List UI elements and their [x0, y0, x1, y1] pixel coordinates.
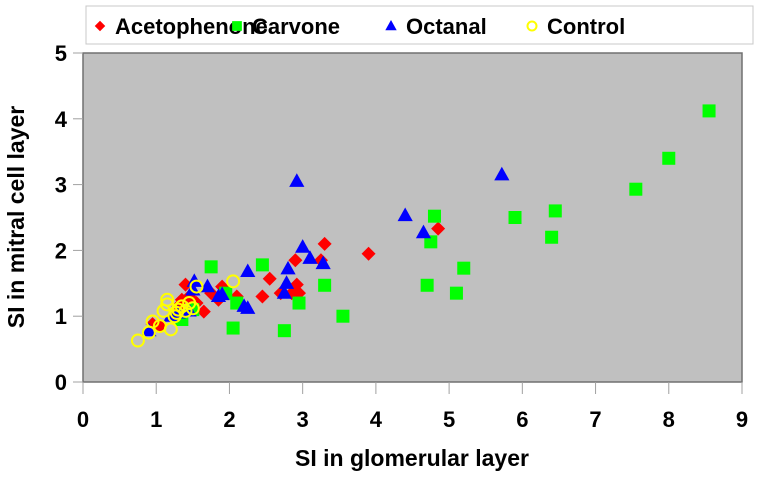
square-marker — [424, 235, 438, 249]
diamond-marker — [178, 277, 193, 292]
triangle-marker — [240, 300, 256, 314]
circle-marker — [163, 322, 178, 337]
y-tick-label: 4 — [55, 107, 68, 132]
circle-marker — [160, 297, 175, 312]
legend-item-control: Control — [526, 14, 625, 39]
square-marker — [232, 21, 242, 31]
legend-label: Acetophenone — [115, 14, 268, 39]
triangle-marker — [315, 255, 331, 270]
x-axis: 0 1 2 3 4 5 6 7 8 9 — [77, 382, 748, 432]
y-tick-label: 3 — [55, 173, 67, 198]
diamond-marker — [152, 319, 167, 334]
square-marker — [545, 230, 559, 244]
diamond-marker — [262, 271, 277, 286]
square-marker — [457, 261, 471, 275]
square-marker — [277, 324, 291, 338]
x-tick-label: 6 — [516, 407, 528, 432]
triangle-marker — [385, 20, 397, 31]
diamond-marker — [196, 304, 211, 319]
circle-marker — [185, 301, 200, 316]
triangle-marker — [415, 224, 432, 239]
diamond-marker — [255, 289, 270, 304]
legend-label: Carvone — [252, 14, 340, 39]
x-tick-label: 7 — [589, 407, 601, 432]
series-octanal — [141, 166, 510, 337]
legend-item-carvone: Carvone — [232, 14, 340, 39]
triangle-marker — [240, 263, 256, 278]
y-tick-label: 1 — [55, 304, 67, 329]
y-tick-label: 5 — [55, 41, 67, 66]
diamond-marker — [361, 246, 376, 261]
triangle-marker — [280, 260, 296, 275]
square-marker — [292, 296, 306, 310]
square-marker — [427, 209, 441, 223]
triangle-marker — [199, 278, 216, 293]
square-marker — [548, 204, 562, 218]
diamond-marker — [317, 236, 332, 251]
circle-marker — [189, 279, 204, 294]
x-tick-label: 2 — [223, 407, 235, 432]
legend-box — [85, 5, 754, 45]
square-marker — [629, 182, 643, 196]
square-marker — [226, 321, 240, 335]
triangle-marker — [278, 275, 295, 289]
square-marker — [662, 151, 676, 165]
square-marker — [204, 260, 218, 274]
circle-marker — [226, 274, 241, 289]
circle-marker — [160, 292, 175, 307]
triangle-marker — [141, 322, 157, 337]
triangle-marker — [494, 166, 510, 181]
circle-marker — [145, 314, 160, 329]
diamond-marker — [431, 221, 446, 236]
square-marker — [318, 278, 332, 292]
y-tick-label: 2 — [55, 238, 67, 263]
series-control — [130, 274, 241, 348]
triangle-marker — [289, 173, 305, 187]
triangle-marker — [276, 285, 292, 299]
y-axis-title: SI in mitral cell layer — [3, 106, 29, 328]
square-marker — [508, 211, 522, 224]
x-axis-title: SI in glomerular layer — [295, 445, 529, 471]
legend-label: Control — [547, 14, 625, 39]
circle-marker — [130, 333, 145, 348]
circle-marker — [178, 303, 193, 318]
triangle-marker — [295, 239, 311, 253]
legend-label: Octanal — [406, 14, 487, 39]
legend-item-acetophenone: Acetophenone — [94, 14, 268, 39]
x-tick-label: 1 — [150, 407, 162, 432]
square-marker — [702, 104, 716, 118]
triangle-marker — [397, 207, 413, 222]
x-tick-label: 0 — [77, 407, 89, 432]
y-tick-label: 0 — [55, 370, 67, 395]
square-marker — [420, 278, 434, 292]
square-marker — [255, 258, 269, 272]
y-axis: 0 1 2 3 4 5 — [55, 41, 83, 395]
x-tick-label: 5 — [443, 407, 455, 432]
plot-area — [82, 52, 743, 383]
diamond-marker — [288, 253, 303, 268]
x-tick-label: 4 — [370, 407, 383, 432]
square-marker — [336, 309, 350, 323]
square-marker — [449, 286, 463, 300]
diamond-marker — [94, 20, 106, 32]
legend-item-octanal: Octanal — [385, 14, 487, 39]
triangle-marker — [214, 286, 230, 301]
triangle-marker — [302, 250, 318, 264]
x-tick-label: 3 — [297, 407, 309, 432]
circle-marker — [171, 302, 186, 317]
x-tick-label: 9 — [736, 407, 748, 432]
circle-marker — [526, 20, 538, 32]
x-tick-label: 8 — [663, 407, 675, 432]
data-points — [130, 104, 716, 348]
